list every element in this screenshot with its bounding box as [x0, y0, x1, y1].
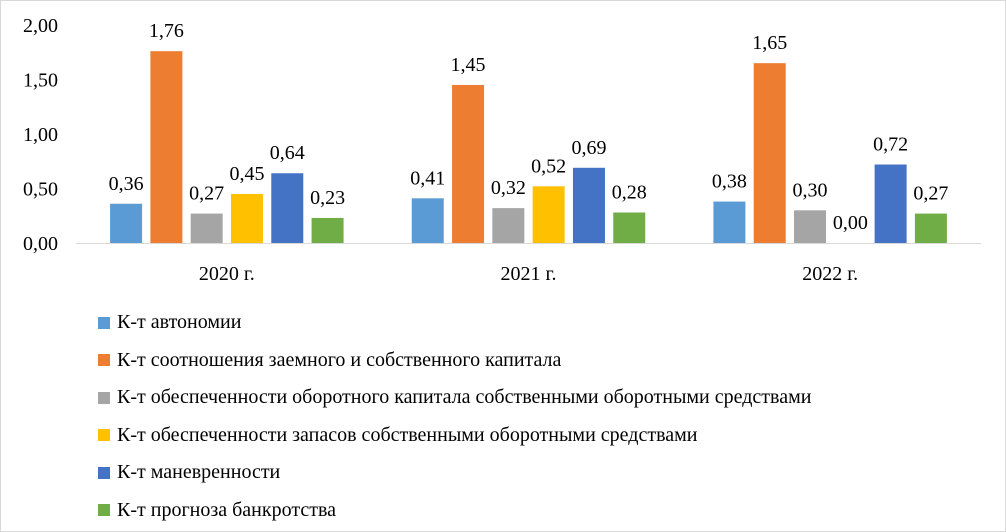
bar — [613, 212, 646, 243]
data-label: 1,65 — [752, 32, 787, 54]
legend-item: К-т обеспеченности оборотного капитала с… — [98, 379, 811, 417]
bar — [753, 63, 786, 244]
x-tick-label: 2021 г. — [501, 263, 557, 285]
bar — [713, 201, 746, 243]
data-label: 0,00 — [833, 212, 868, 234]
data-label: 0,30 — [793, 179, 828, 201]
data-label: 0,72 — [873, 134, 908, 156]
bar — [190, 213, 223, 243]
x-tick-label: 2020 г. — [199, 263, 255, 285]
bar — [230, 193, 263, 243]
legend-swatch — [98, 354, 110, 367]
legend-swatch — [98, 504, 110, 517]
y-tick-label: 0,50 — [23, 179, 58, 201]
legend-label: К-т прогноза банкротства — [117, 498, 336, 521]
legend-swatch — [98, 316, 110, 329]
bar-chart: 0,000,501,001,502,00 0,361,760,270,450,6… — [23, 15, 981, 285]
legend-label: К-т обеспеченности запасов собственными … — [117, 423, 698, 446]
bar — [311, 217, 344, 243]
bar — [914, 213, 947, 243]
data-label: 0,41 — [410, 167, 445, 189]
y-axis: 0,00 0,50 1,00 1,50 2,00 — [23, 15, 58, 255]
y-tick-label: 1,50 — [23, 70, 58, 92]
legend-label: К-т маневренности — [117, 461, 281, 484]
y-tick-label: 0,00 — [23, 233, 58, 255]
legend-label: К-т соотношения заемного и собственного … — [117, 348, 562, 371]
x-axis: 2020 г. 2021 г. 2022 г. — [76, 243, 981, 285]
legend-item: К-т маневренности — [98, 454, 811, 492]
legend-item: К-т соотношения заемного и собственного … — [98, 342, 811, 380]
bar — [411, 198, 444, 243]
bar — [271, 173, 304, 243]
data-label: 0,45 — [229, 163, 264, 185]
data-label: 0,23 — [310, 187, 345, 209]
bars: 0,361,760,270,450,640,230,411,450,320,52… — [109, 20, 948, 244]
legend-item: К-т прогноза банкротства — [98, 492, 811, 530]
data-label: 1,76 — [149, 20, 184, 42]
legend-label: К-т автономии — [117, 311, 242, 334]
data-label: 0,27 — [913, 183, 948, 205]
legend-label: К-т обеспеченности оборотного капитала с… — [117, 386, 812, 409]
legend-swatch — [98, 466, 110, 479]
data-label: 0,52 — [531, 155, 566, 177]
x-tick-label: 2022 г. — [802, 263, 858, 285]
y-tick-label: 1,00 — [23, 124, 58, 146]
bar — [110, 203, 143, 243]
data-label: 0,36 — [109, 173, 144, 195]
data-label: 0,27 — [189, 183, 224, 205]
data-label: 0,64 — [270, 142, 305, 164]
legend: К-т автономии К-т соотношения заемного и … — [98, 304, 811, 529]
bar — [492, 208, 525, 243]
y-tick-label: 2,00 — [23, 15, 58, 37]
data-label: 0,32 — [491, 177, 526, 199]
legend-item: К-т автономии — [98, 304, 811, 342]
data-label: 1,45 — [451, 54, 486, 76]
bar — [532, 186, 565, 243]
bar — [572, 167, 605, 243]
data-label: 0,38 — [712, 171, 747, 193]
bar — [150, 51, 183, 243]
legend-swatch — [98, 391, 110, 404]
data-label: 0,69 — [571, 137, 606, 159]
legend-item: К-т обеспеченности запасов собственными … — [98, 417, 811, 455]
bar — [794, 210, 827, 243]
bar — [452, 84, 485, 243]
data-label: 0,28 — [612, 181, 647, 203]
bar — [874, 164, 907, 243]
legend-swatch — [98, 429, 110, 442]
